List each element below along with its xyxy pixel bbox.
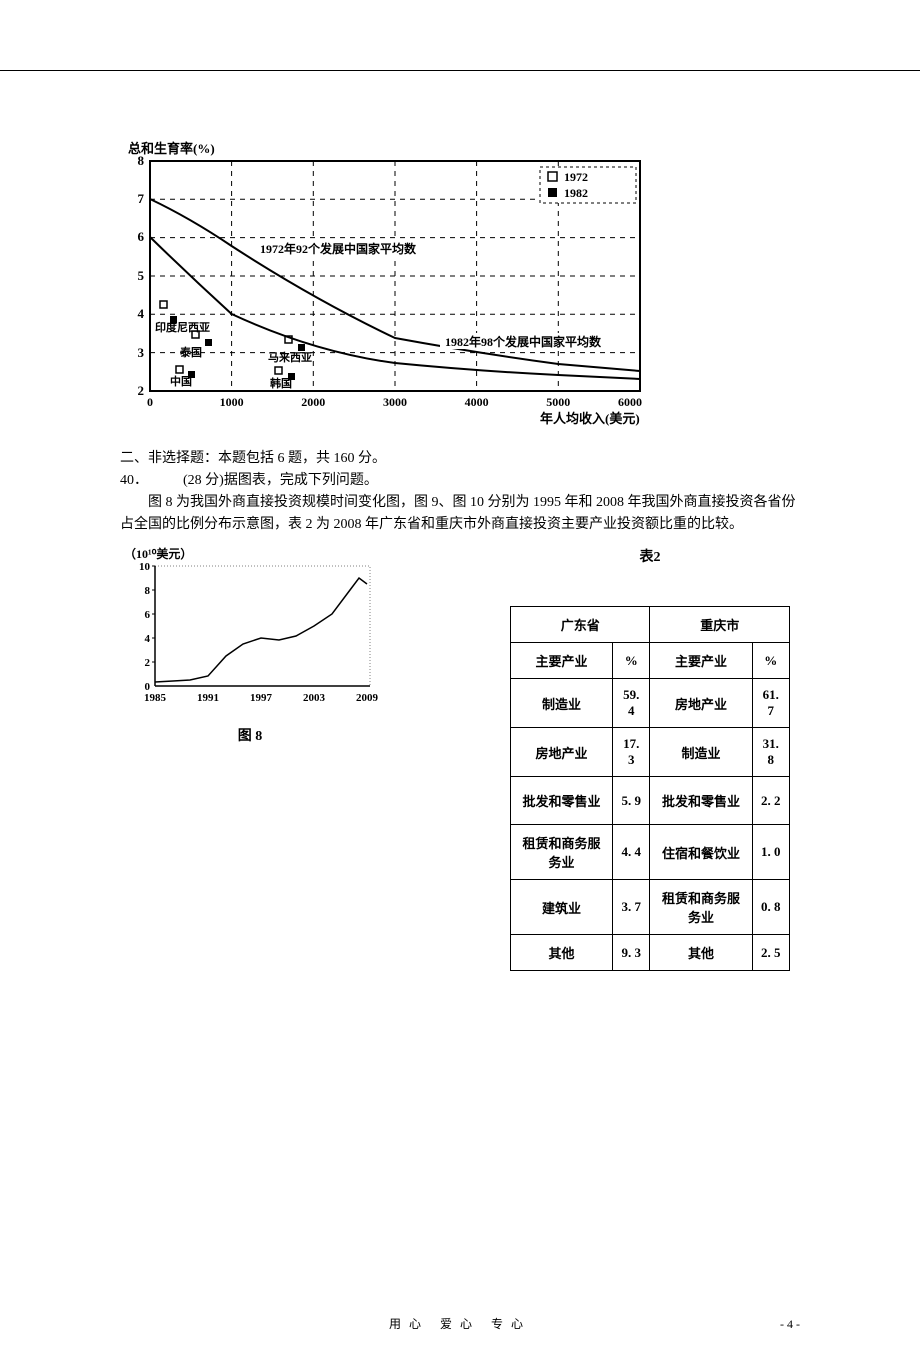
header-guangdong: 广东省 (511, 607, 650, 643)
svg-text:1997: 1997 (250, 692, 273, 704)
col-pct-cq: % (752, 643, 789, 679)
svg-text:1000: 1000 (220, 395, 244, 409)
table-header-row: 广东省 重庆市 (511, 607, 790, 643)
svg-text:10: 10 (139, 561, 151, 573)
table-row: 房地产业 17. 3 制造业 31. 8 (511, 728, 790, 777)
svg-text:中国: 中国 (170, 374, 192, 388)
svg-text:泰国: 泰国 (179, 345, 202, 359)
curve-label-1982: 1982年98个发展中国家平均数 (445, 334, 602, 349)
table-row: 制造业 59. 4 房地产业 61. 7 (511, 679, 790, 728)
table-2: 表2 广东省 重庆市 主要产业 % 主要产业 % 制造业 59. 4 房地产业 … (510, 546, 790, 971)
svg-text:8: 8 (138, 153, 145, 168)
svg-text:2003: 2003 (303, 692, 326, 704)
svg-text:6: 6 (145, 609, 151, 621)
svg-text:1972: 1972 (564, 170, 588, 184)
svg-text:7: 7 (138, 191, 145, 206)
fertility-chart-svg: 总和生育率(%) 2 3 4 (120, 141, 660, 431)
section-heading: 二、非选择题：本题包括 6 题，共 160 分。 (120, 448, 800, 470)
fig8-xticks: 1985 1991 1997 2003 2009 (144, 692, 379, 704)
legend: 1972 1982 (540, 167, 636, 203)
x-ticks: 0 1000 2000 3000 4000 5000 6000 (147, 395, 642, 409)
col-industry-gd: 主要产业 (511, 643, 613, 679)
page-number: - 4 - (780, 1317, 800, 1332)
fertility-chart: 总和生育率(%) 2 3 4 (120, 141, 800, 436)
table-row: 建筑业 3. 7 租赁和商务服务业 0. 8 (511, 880, 790, 935)
q-number: 40． (120, 473, 148, 488)
paragraph-1: 图 8 为我国外商直接投资规模时间变化图，图 9、图 10 分别为 1995 年… (120, 492, 800, 536)
fig8-ylabel: （10¹⁰美元） (124, 546, 192, 561)
table-row: 其他 9. 3 其他 2. 5 (511, 935, 790, 971)
svg-text:马来西亚: 马来西亚 (268, 350, 312, 364)
page-footer: 用心 爱心 专心 - 4 - (0, 1315, 920, 1332)
figure-8: （10¹⁰美元） 0 2 4 6 8 10 (120, 546, 380, 745)
figure-8-caption: 图 8 (120, 725, 380, 745)
svg-text:1985: 1985 (144, 692, 167, 704)
y-ticks: 2 3 4 5 6 7 8 (138, 153, 145, 398)
svg-text:4: 4 (145, 633, 151, 645)
svg-text:2000: 2000 (301, 395, 325, 409)
svg-text:2009: 2009 (356, 692, 379, 704)
svg-text:1982: 1982 (564, 186, 588, 200)
svg-text:0: 0 (147, 395, 153, 409)
svg-text:6000: 6000 (618, 395, 642, 409)
table-row: 租赁和商务服务业 4. 4 住宿和餐饮业 1. 0 (511, 825, 790, 880)
svg-text:5000: 5000 (546, 395, 570, 409)
svg-text:5: 5 (138, 268, 145, 283)
col-pct-gd: % (613, 643, 650, 679)
q-stem: 据图表，完成下列问题。 (224, 473, 378, 488)
question-line: 40． (28 分)据图表，完成下列问题。 (120, 470, 800, 492)
svg-text:韩国: 韩国 (270, 376, 292, 390)
svg-text:印度尼西亚: 印度尼西亚 (155, 320, 210, 334)
fig8-yticks: 0 2 4 6 8 10 (139, 561, 151, 693)
col-industry-cq: 主要产业 (650, 643, 752, 679)
svg-text:8: 8 (145, 585, 151, 597)
x-axis-label: 年人均收入(美元) (540, 411, 640, 426)
table-row: 批发和零售业 5. 9 批发和零售业 2. 2 (511, 777, 790, 825)
industry-table: 广东省 重庆市 主要产业 % 主要产业 % 制造业 59. 4 房地产业 61.… (510, 606, 790, 971)
header-chongqing: 重庆市 (650, 607, 790, 643)
svg-text:1991: 1991 (197, 692, 219, 704)
table-subheader-row: 主要产业 % 主要产业 % (511, 643, 790, 679)
svg-text:2: 2 (145, 657, 151, 669)
svg-text:3: 3 (138, 345, 145, 360)
svg-text:4000: 4000 (465, 395, 489, 409)
svg-text:3000: 3000 (383, 395, 407, 409)
q-points: (28 分) (183, 473, 224, 488)
figure-8-svg: （10¹⁰美元） 0 2 4 6 8 10 (120, 546, 380, 716)
svg-text:6: 6 (138, 229, 145, 244)
svg-text:2: 2 (138, 383, 145, 398)
fig8-line (155, 578, 367, 682)
table-2-title: 表2 (510, 546, 790, 566)
curve-label-1972: 1972年92个发展中国家平均数 (260, 241, 417, 256)
svg-text:4: 4 (138, 306, 145, 321)
curve-1982 (150, 237, 640, 379)
